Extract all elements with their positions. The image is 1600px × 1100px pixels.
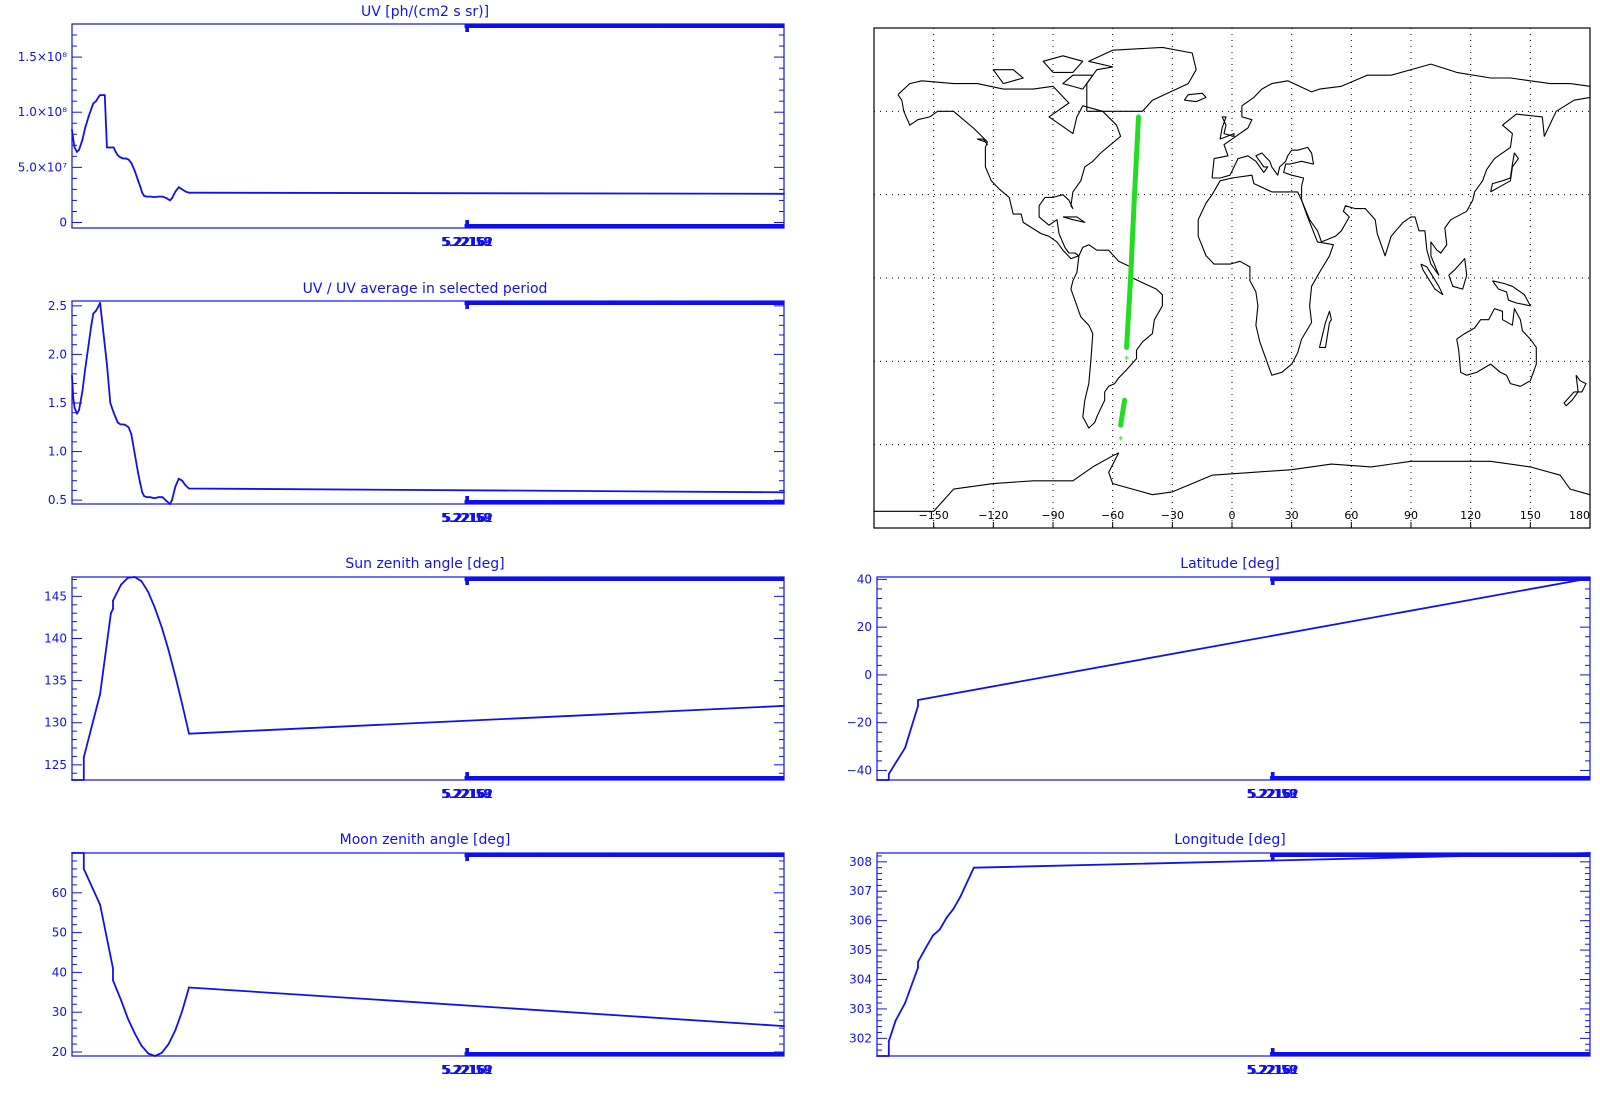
uv-x-tick-label: 5.22162 bbox=[444, 235, 494, 249]
uv-data-point bbox=[149, 195, 152, 198]
uv-data-point bbox=[783, 192, 785, 195]
uv-data-point bbox=[87, 115, 90, 118]
uv-data-point bbox=[137, 179, 140, 182]
uv-data-point bbox=[139, 185, 142, 188]
uv-data-point bbox=[92, 102, 95, 105]
uv-data-point bbox=[76, 151, 78, 153]
uv-data-point bbox=[165, 197, 168, 200]
uv-data-point bbox=[133, 169, 136, 172]
uv-data-point bbox=[122, 157, 125, 160]
uv-data-point bbox=[119, 156, 122, 159]
uv-data-point bbox=[103, 94, 106, 96]
uv-data-point bbox=[141, 191, 144, 194]
uv-data-point bbox=[116, 154, 119, 157]
uv-data-point bbox=[78, 148, 80, 151]
uv-data-point bbox=[188, 191, 190, 194]
uv-data-point bbox=[99, 94, 102, 96]
uv-data-point bbox=[71, 129, 73, 131]
uv-data-point bbox=[130, 162, 133, 164]
uv-data-point bbox=[171, 197, 173, 200]
uv-data-point bbox=[90, 108, 93, 110]
uv-data-point bbox=[102, 94, 104, 96]
uv-data-point bbox=[125, 157, 127, 160]
uv-data-point bbox=[169, 199, 171, 202]
uv-data-point bbox=[161, 195, 164, 198]
uv-panel: UV [ph/(cm2 s sr)] 5.221585.221595.22160… bbox=[18, 4, 785, 249]
uv-x-tick-label: 5.22158 bbox=[441, 235, 491, 249]
uv-data-point bbox=[112, 146, 115, 149]
uv-y-tick-label: 0 bbox=[59, 215, 67, 229]
uv-data-point bbox=[72, 138, 75, 141]
uv-data-point bbox=[97, 95, 100, 98]
uv-ratio-panel: UV / UV average in selected period 5.221… bbox=[48, 281, 785, 525]
uv-ratio-panel-title: UV / UV average in selected period bbox=[303, 281, 548, 297]
uv-y-tick-label: 1.0×10⁸ bbox=[18, 105, 67, 119]
uv-y-tick-label: 5.0×10⁷ bbox=[18, 160, 67, 174]
uv-data-point bbox=[184, 190, 187, 193]
uv-data-point bbox=[81, 138, 84, 141]
uv-data-point bbox=[181, 188, 184, 191]
uv-panel-title: UV [ph/(cm2 s sr)] bbox=[361, 4, 489, 20]
uv-data-point bbox=[174, 190, 177, 193]
uv-data-point bbox=[153, 196, 156, 199]
uv-data-point bbox=[143, 195, 146, 197]
uv-data-point bbox=[95, 100, 97, 103]
uv-axes-frame bbox=[71, 23, 785, 229]
uv-data-point bbox=[127, 158, 130, 161]
uv-data-point bbox=[73, 146, 76, 149]
uv-data-point bbox=[146, 195, 148, 198]
uv-data-point bbox=[157, 195, 160, 198]
uv-x-tick-label: 5.22161 bbox=[443, 235, 493, 249]
uv-data-point bbox=[109, 146, 112, 149]
uv-data-point bbox=[106, 146, 108, 149]
uv-y-tick-label: 1.5×10⁸ bbox=[18, 50, 67, 64]
uv-x-tick-label: 5.22159 bbox=[442, 235, 492, 249]
uv-data-point bbox=[177, 186, 180, 189]
uv-x-tick-label: 5.22160 bbox=[442, 235, 492, 249]
uv-data-point bbox=[84, 126, 87, 129]
uv-data-point bbox=[114, 151, 117, 153]
